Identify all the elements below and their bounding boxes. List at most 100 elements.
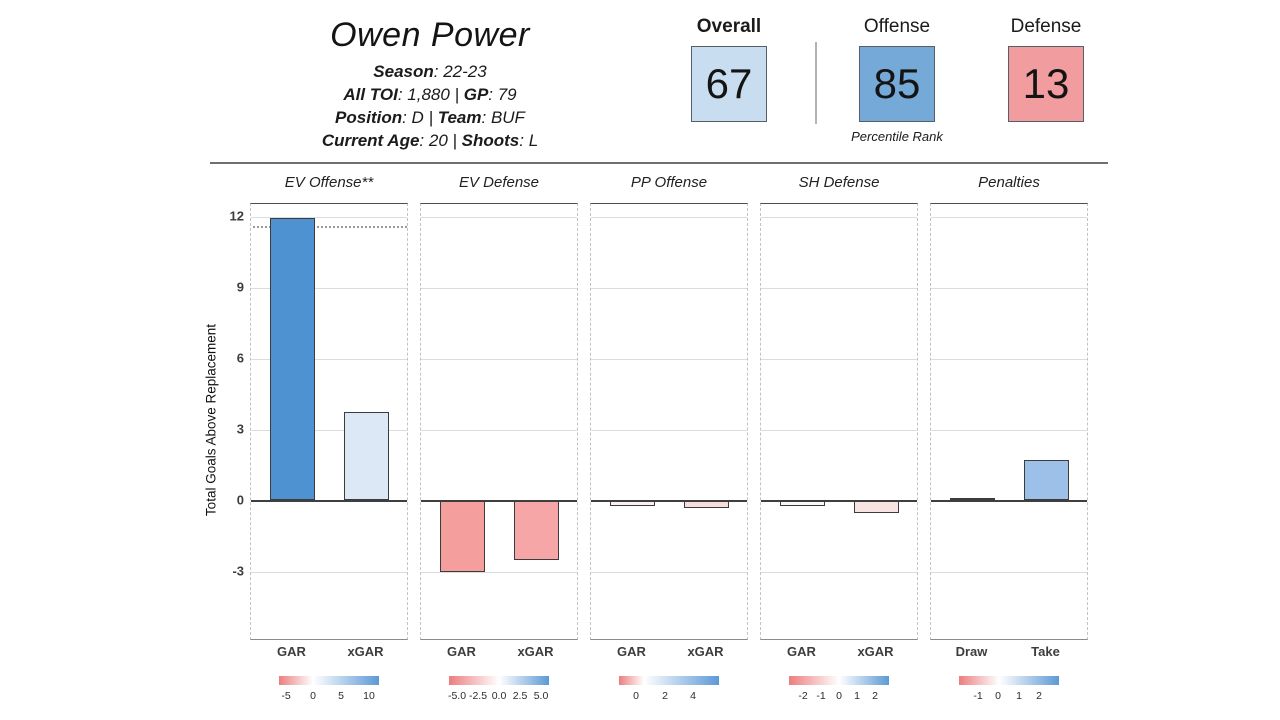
legend-tick-label: 10	[363, 690, 375, 702]
gridline	[931, 429, 1087, 431]
gridline	[421, 216, 577, 218]
category-label: Draw	[955, 644, 988, 659]
player-info-block: Season: 22-23 All TOI: 1,880 | GP: 79 Posi…	[230, 60, 630, 152]
player-info-line: All TOI: 1,880 | GP: 79	[343, 85, 517, 104]
legend-tick-label: -2.5	[468, 690, 488, 702]
xgar-bar	[514, 501, 559, 561]
percentile-rank-caption: Percentile Rank	[851, 129, 943, 144]
player-info-line: Current Age: 20 | Shoots: L	[321, 131, 539, 150]
header-separator	[210, 162, 1108, 164]
panel-plot-area	[760, 203, 918, 640]
legend-tick-label: 1	[1016, 690, 1022, 702]
divider	[815, 42, 817, 124]
legend-tick-label: 5	[338, 690, 344, 702]
gridline	[761, 572, 917, 573]
category-label: xGAR	[687, 644, 724, 659]
take-bar	[1024, 459, 1069, 500]
panel-plot-area	[930, 203, 1088, 640]
category-label: xGAR	[517, 644, 554, 659]
player-info-line: Season: 22-23	[373, 62, 487, 81]
offense-label: Offense	[863, 16, 931, 37]
y-axis-tick-label: 9	[236, 279, 244, 295]
category-label: GAR	[277, 644, 306, 659]
legend-tick-label: -1	[816, 690, 826, 702]
gridline	[251, 216, 407, 218]
gridline	[931, 572, 1087, 573]
player-info-line: Position: D | Team: BUF	[335, 108, 525, 127]
gridline	[251, 287, 407, 289]
zero-line	[931, 500, 1087, 502]
gridline	[591, 216, 747, 218]
legend-tick-label: 0	[995, 690, 1001, 702]
draw-bar	[950, 497, 995, 500]
gridline	[421, 358, 577, 360]
overall-value: 67	[705, 60, 753, 107]
category-label: xGAR	[857, 644, 894, 659]
defense-value: 13	[1022, 60, 1070, 107]
gridline	[251, 429, 407, 431]
overall-percentile-box: 67	[691, 46, 767, 122]
gar-bar	[440, 501, 485, 572]
legend-tick-label: 0	[836, 690, 842, 702]
legend-tick-label: -1	[973, 690, 983, 702]
panel-title: EV Offense**	[284, 174, 374, 191]
defense-label: Defense	[1010, 16, 1082, 37]
page-title: Owen Power	[330, 16, 530, 54]
zero-line	[761, 500, 917, 502]
panel-title: EV Defense	[458, 174, 540, 191]
y-axis-tick-label: -3	[232, 563, 244, 579]
legend-tick-label: 0.0	[491, 690, 507, 702]
panel-title: SH Defense	[798, 174, 880, 191]
max-reference-dotted-line	[253, 226, 407, 229]
gridline	[761, 287, 917, 289]
offense-percentile-box: 85	[859, 46, 935, 122]
y-axis-tick-label: 3	[236, 421, 244, 437]
panel-plot-area	[590, 203, 748, 640]
panel-plot-area	[420, 203, 578, 640]
legend-tick-label: 2	[872, 690, 878, 702]
overall-label: Overall	[696, 16, 762, 37]
legend-tick-label: 0	[310, 690, 316, 702]
xgar-bar	[344, 412, 389, 500]
gridline	[761, 358, 917, 360]
xgar-bar	[854, 501, 899, 513]
category-label: Take	[1031, 644, 1060, 659]
gridline	[591, 358, 747, 360]
category-label: GAR	[787, 644, 816, 659]
y-axis-tick-label: 12	[229, 208, 244, 224]
legend-tick-label: 2	[662, 690, 668, 702]
gridline	[931, 358, 1087, 360]
color-scale-legend	[789, 676, 889, 685]
legend-tick-label: -5	[281, 690, 291, 702]
gridline	[761, 429, 917, 431]
gridline	[251, 572, 407, 573]
gridline	[761, 216, 917, 218]
zero-line	[421, 500, 577, 502]
color-scale-legend	[959, 676, 1059, 685]
legend-tick-label: 1	[854, 690, 860, 702]
panel-title: PP Offense	[630, 174, 708, 191]
color-scale-legend	[449, 676, 549, 685]
gridline	[591, 287, 747, 289]
y-axis-tick-label: 6	[236, 350, 244, 366]
offense-value: 85	[873, 60, 921, 107]
gridline	[421, 287, 577, 289]
legend-tick-label: -2	[798, 690, 808, 702]
legend-tick-label: 4	[690, 690, 696, 702]
gridline	[251, 358, 407, 360]
legend-tick-label: 2.5	[512, 690, 528, 702]
gridline	[931, 287, 1087, 289]
legend-tick-label: -5.0	[447, 690, 467, 702]
gridline	[931, 216, 1087, 218]
panel-plot-area	[250, 203, 408, 640]
xgar-bar	[684, 501, 729, 509]
gar-bar	[610, 501, 655, 506]
legend-tick-label: 5.0	[533, 690, 549, 702]
gridline	[421, 429, 577, 431]
category-label: GAR	[617, 644, 646, 659]
legend-tick-label: 0	[633, 690, 639, 702]
gridline	[591, 572, 747, 573]
y-axis-tick-label: 0	[236, 492, 244, 508]
gridline	[421, 572, 577, 573]
